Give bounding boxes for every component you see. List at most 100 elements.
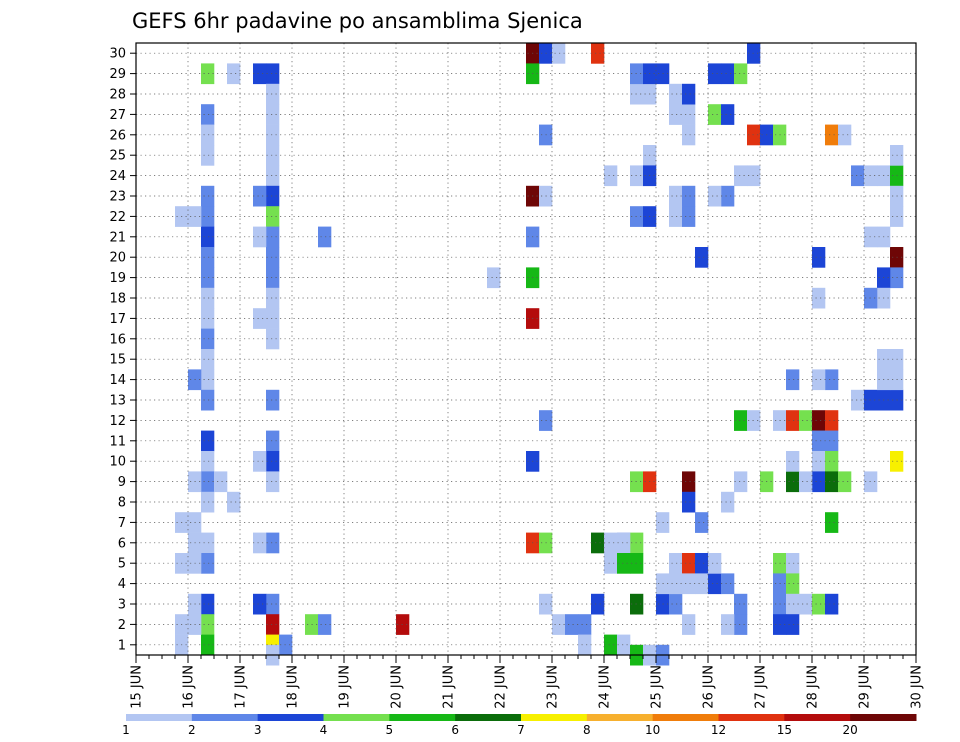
precip-cell <box>201 553 215 574</box>
precip-cell <box>682 573 696 595</box>
chart-title: GEFS 6hr padavine po ansamblima Sjenica <box>132 9 583 33</box>
precip-cell <box>578 634 592 656</box>
y-tick-label: 10 <box>109 455 126 470</box>
precip-cell <box>734 63 748 85</box>
precip-cell <box>201 206 215 227</box>
precip-cell <box>214 471 228 493</box>
precip-cell <box>734 410 748 431</box>
precip-cell <box>825 512 839 533</box>
precip-cell <box>721 63 735 85</box>
precip-cell <box>825 451 839 472</box>
y-tick-label: 28 <box>109 88 126 103</box>
precip-cell <box>799 471 813 493</box>
precip-cell <box>266 185 280 207</box>
precip-cell <box>812 247 826 268</box>
precip-cell <box>201 471 215 493</box>
precip-cell <box>825 593 839 615</box>
precip-cell <box>786 614 800 635</box>
precip-cell <box>838 471 852 493</box>
precip-cell <box>201 63 215 85</box>
grid-lines <box>135 43 917 655</box>
precip-cell <box>201 145 215 166</box>
precip-cell <box>487 267 501 289</box>
colorbar-segment <box>586 714 654 721</box>
precip-cell <box>786 451 800 472</box>
precip-cell <box>682 124 696 146</box>
colorbar-segment <box>784 714 851 721</box>
precip-cell <box>266 63 280 85</box>
precip-cell <box>851 165 865 187</box>
y-tick-label: 3 <box>118 598 126 613</box>
colorbar-label: 1 <box>122 723 130 737</box>
precip-cell <box>266 165 280 187</box>
precip-cell <box>695 512 709 533</box>
precip-cell <box>201 267 215 289</box>
precip-cell <box>812 451 826 472</box>
precip-cell <box>266 145 280 166</box>
precip-cell <box>201 185 215 207</box>
y-tick-label: 27 <box>109 108 126 123</box>
precip-cell <box>695 553 709 574</box>
precip-cell <box>786 369 800 391</box>
precip-cell <box>786 471 800 493</box>
y-tick-label: 5 <box>118 557 126 572</box>
colorbar-segment <box>521 714 588 721</box>
x-tick-label: 24 JUN <box>598 665 613 709</box>
colorbar: 1 2 3 4 5 6 7 8 10 12 15 20 <box>122 714 917 737</box>
precip-cell <box>682 206 696 227</box>
y-tick-label: 20 <box>109 251 126 266</box>
precip-cell <box>812 410 826 431</box>
precip-cell <box>734 471 748 493</box>
precip-cell <box>266 124 280 146</box>
y-tick-label: 18 <box>109 292 126 307</box>
x-tick-label: 27 JUN <box>754 665 769 709</box>
precip-cell <box>266 389 280 411</box>
precip-cell <box>201 593 215 615</box>
colorbar-label: 6 <box>451 723 459 737</box>
precip-cell <box>669 593 683 615</box>
precip-cell <box>266 308 280 329</box>
x-tick-label: 29 JUN <box>858 665 873 709</box>
y-tick-label: 1 <box>118 638 126 653</box>
precip-cell <box>721 491 735 513</box>
precip-cell <box>825 410 839 431</box>
y-tick-label: 11 <box>109 434 126 449</box>
precip-cell <box>682 553 696 574</box>
precip-cell <box>253 451 267 472</box>
precip-cell <box>721 185 735 207</box>
precip-cell <box>266 614 280 635</box>
precip-cell <box>201 491 215 513</box>
precip-cell <box>825 124 839 146</box>
precip-cell <box>201 124 215 146</box>
precip-cell <box>266 451 280 472</box>
precip-cell <box>266 104 280 125</box>
y-tick-label: 30 <box>109 47 126 62</box>
colorbar-label: 3 <box>254 723 262 737</box>
colorbar-label: 2 <box>188 723 196 737</box>
precip-cell <box>266 287 280 309</box>
precip-cell <box>266 206 280 227</box>
x-tick-label: 23 JUN <box>546 665 561 709</box>
precip-cell <box>591 532 605 554</box>
precip-cell <box>604 165 618 187</box>
colorbar-label: 20 <box>843 723 858 737</box>
precip-cell <box>786 553 800 574</box>
precip-cell <box>812 369 826 391</box>
y-tick-label: 29 <box>109 67 126 82</box>
precip-cell <box>253 63 267 85</box>
precip-cell <box>201 369 215 391</box>
precip-cell <box>695 247 709 268</box>
precip-cell <box>604 634 618 656</box>
precip-cell <box>786 573 800 595</box>
precip-cell <box>708 104 722 125</box>
x-tick-label: 20 JUN <box>390 665 405 709</box>
precip-cell <box>201 634 215 656</box>
x-axis: 15 JUN 16 JUN 17 JUN 18 JUN 19 JUN 20 JUN 21 J… <box>130 655 925 709</box>
x-tick-label: 16 JUN <box>182 665 197 709</box>
precip-cell <box>253 308 267 329</box>
precip-cell <box>851 389 865 411</box>
precip-cell <box>799 410 813 431</box>
precip-cell <box>604 553 618 574</box>
colorbar-label: 10 <box>645 723 660 737</box>
